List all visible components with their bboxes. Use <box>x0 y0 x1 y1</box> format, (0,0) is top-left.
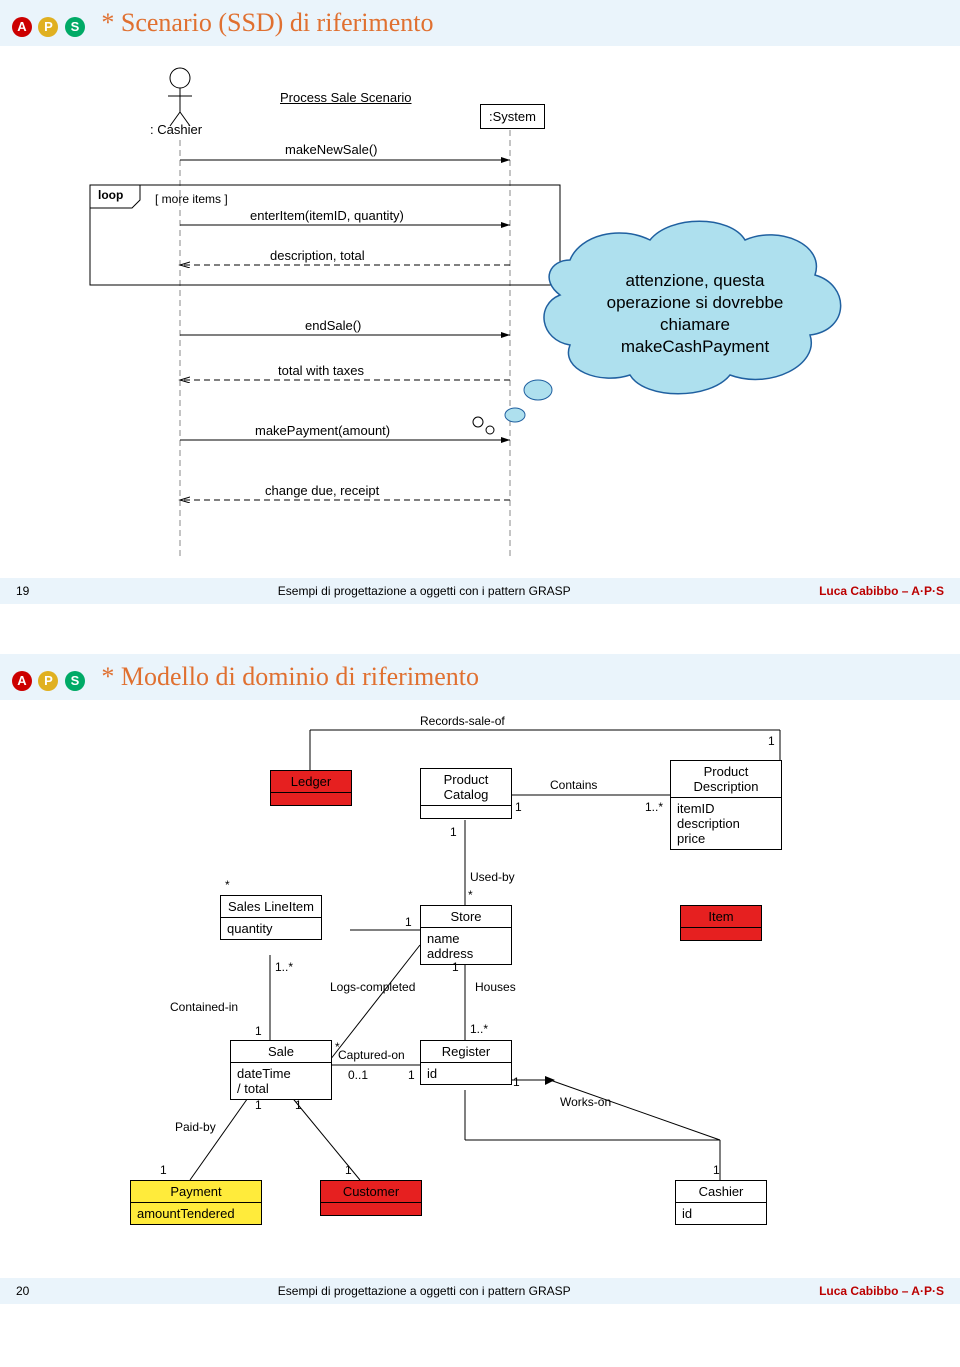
class-customer: Customer <box>320 1180 422 1216</box>
m20: 1 <box>713 1163 720 1177</box>
cloud-text: attenzione, questa operazione si dovrebb… <box>590 270 800 358</box>
msg-makepayment: makePayment(amount) <box>255 423 390 438</box>
dot-p: P <box>38 17 58 37</box>
system-box: :System <box>480 104 545 129</box>
slide1-title: * Scenario (SSD) di riferimento <box>101 8 433 37</box>
msg-desctotal: description, total <box>270 248 365 263</box>
assoc-paidby: Paid-by <box>175 1120 216 1134</box>
aps-logo-2: A P S <box>12 671 87 691</box>
m17: 1 <box>295 1098 302 1112</box>
m7: 1 <box>405 915 412 929</box>
assoc-captured: Captured-on <box>338 1048 405 1062</box>
assoc-houses: Houses <box>475 980 516 994</box>
class-productcatalog: Product Catalog <box>420 768 512 819</box>
footer-2: 20 Esempi di progettazione a oggetti con… <box>0 1278 960 1304</box>
register-attr: id <box>421 1063 511 1084</box>
item-name: Item <box>681 906 761 928</box>
class-sale: Sale dateTime / total <box>230 1040 332 1100</box>
msg-enteritem: enterItem(itemID, quantity) <box>250 208 404 223</box>
register-name: Register <box>421 1041 511 1063</box>
assoc-containedin: Contained-in <box>170 1000 238 1014</box>
footer-center-1: Esempi di progettazione a oggetti con i … <box>278 584 571 598</box>
assoc-workson: Works-on <box>560 1095 611 1109</box>
slide2-title: * Modello di dominio di riferimento <box>101 662 479 691</box>
msg-totaltaxes: total with taxes <box>278 363 364 378</box>
m18: 1 <box>160 1163 167 1177</box>
title-bar: A P S * Scenario (SSD) di riferimento <box>0 0 960 46</box>
class-payment: Payment amountTendered <box>130 1180 262 1225</box>
title-bar-2: A P S * Modello di dominio di riferiment… <box>0 654 960 700</box>
loop-label: loop <box>98 188 123 202</box>
m6: * <box>468 888 473 902</box>
pd-name: Product Description <box>671 761 781 798</box>
aps-logo: A P S <box>12 17 87 37</box>
dot-a-2: A <box>12 671 32 691</box>
system-label: :System <box>489 109 536 124</box>
m8: 1..* <box>275 960 293 974</box>
ledger-name: Ledger <box>271 771 351 793</box>
pd-attrs: itemID description price <box>671 798 781 849</box>
sli-attr: quantity <box>221 918 321 939</box>
loop-guard: [ more items ] <box>155 192 228 206</box>
m1: 1 <box>768 734 775 748</box>
customer-name: Customer <box>321 1181 421 1203</box>
class-ledger: Ledger <box>270 770 352 806</box>
m12: * <box>335 1040 340 1054</box>
dot-s: S <box>65 17 85 37</box>
dot-p-2: P <box>38 671 58 691</box>
class-item: Item <box>680 905 762 941</box>
m10: 1 <box>255 1024 262 1038</box>
footer-right-1: Luca Cabibbo – A·P·S <box>819 584 944 598</box>
pc-name: Product Catalog <box>421 769 511 806</box>
class-cashier: Cashier id <box>675 1180 767 1225</box>
dot-s-2: S <box>65 671 85 691</box>
assoc-logs: Logs-completed <box>330 980 415 994</box>
m4: 1 <box>450 825 457 839</box>
payment-attr: amountTendered <box>131 1203 261 1224</box>
sli-name: Sales LineItem <box>221 896 321 918</box>
store-attrs: name address <box>421 928 511 964</box>
m2: 1 <box>515 800 522 814</box>
ssd-diagram: : Cashier Process Sale Scenario :System … <box>60 60 900 570</box>
class-productdesc: Product Description itemID description p… <box>670 760 782 850</box>
m14: 1 <box>408 1068 415 1082</box>
m11: 1..* <box>470 1022 488 1036</box>
store-name: Store <box>421 906 511 928</box>
footer-1: 19 Esempi di progettazione a oggetti con… <box>0 578 960 604</box>
m3: 1..* <box>645 800 663 814</box>
class-sli: Sales LineItem quantity <box>220 895 322 940</box>
footer-center-2: Esempi di progettazione a oggetti con i … <box>278 1284 571 1298</box>
slide-domain: A P S * Modello di dominio di riferiment… <box>0 654 960 1304</box>
cashier-name: Cashier <box>676 1181 766 1203</box>
domain-model: Ledger Product Catalog Product Descripti… <box>90 720 870 1270</box>
assoc-usedby: Used-by <box>470 870 515 884</box>
scenario-name: Process Sale Scenario <box>280 90 412 105</box>
m15: 1 <box>513 1075 520 1089</box>
sale-name: Sale <box>231 1041 331 1063</box>
slide-scenario: A P S * Scenario (SSD) di riferimento <box>0 0 960 604</box>
m5: * <box>225 878 230 892</box>
cashier-attr: id <box>676 1203 766 1224</box>
msg-changedue: change due, receipt <box>265 483 379 498</box>
actor-label: : Cashier <box>150 122 202 137</box>
msg-endsale: endSale() <box>305 318 361 333</box>
footer-num-1: 19 <box>16 584 29 598</box>
payment-name: Payment <box>131 1181 261 1203</box>
footer-num-2: 20 <box>16 1284 29 1298</box>
msg-makenewsale: makeNewSale() <box>285 142 377 157</box>
footer-right-2: Luca Cabibbo – A·P·S <box>819 1284 944 1298</box>
dot-a: A <box>12 17 32 37</box>
assoc-contains: Contains <box>550 778 597 792</box>
m19: 1 <box>345 1163 352 1177</box>
m9: 1 <box>452 960 459 974</box>
m13: 0..1 <box>348 1068 368 1082</box>
assoc-records: Records-sale-of <box>420 714 505 728</box>
class-store: Store name address <box>420 905 512 965</box>
class-register: Register id <box>420 1040 512 1085</box>
m16: 1 <box>255 1098 262 1112</box>
sale-attrs: dateTime / total <box>231 1063 331 1099</box>
